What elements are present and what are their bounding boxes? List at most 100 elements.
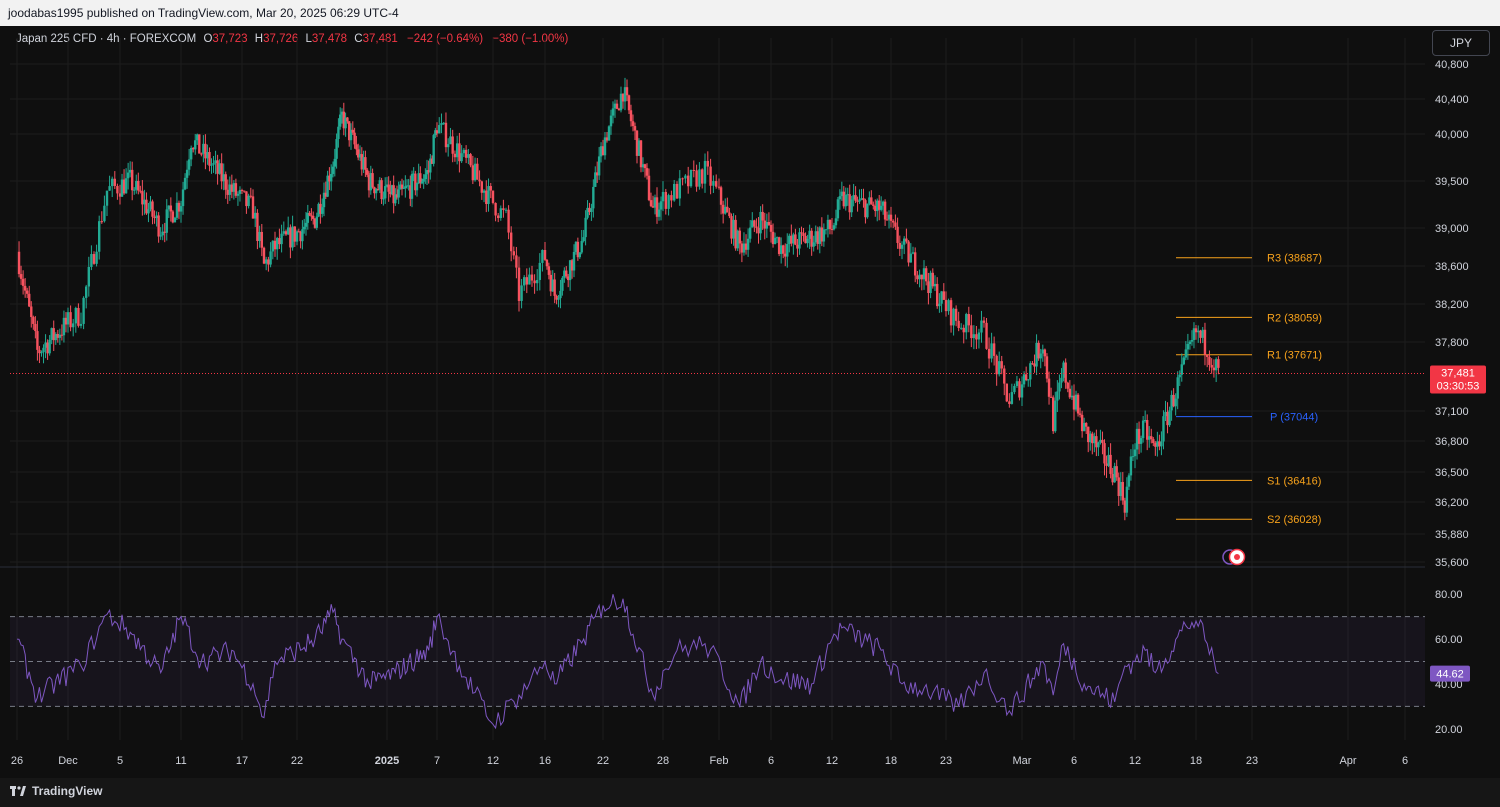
price-tick-label: 36,800 xyxy=(1435,436,1469,448)
candle-body xyxy=(1097,442,1100,448)
candle-body xyxy=(321,207,324,214)
candle-body xyxy=(860,198,863,200)
candle-body xyxy=(278,238,281,245)
candle-body xyxy=(183,177,187,190)
candle-body xyxy=(881,201,885,206)
candle-body xyxy=(719,187,723,205)
candle-body xyxy=(220,163,223,182)
candle-body xyxy=(200,153,203,155)
pivot-label-r3: R3 (38687) xyxy=(1267,253,1322,265)
candle-body xyxy=(559,290,562,299)
candle-body xyxy=(384,186,387,199)
candle-body xyxy=(605,137,609,141)
candle-body xyxy=(623,87,627,102)
candle-body xyxy=(633,126,637,131)
candle-body xyxy=(360,154,363,170)
candle-body xyxy=(1162,416,1165,442)
chart-canvas[interactable]: R3 (38687) R2 (38059) R1 (37671) P (37044) S… xyxy=(0,26,1500,778)
candle-body xyxy=(1022,374,1026,385)
change-value: −242 (−0.64%) xyxy=(406,33,484,45)
candle-body xyxy=(852,195,855,200)
candle-body xyxy=(698,169,701,187)
candle-body xyxy=(1031,363,1034,365)
candle-body xyxy=(366,169,369,175)
tradingview-logo[interactable]: TradingView xyxy=(10,784,102,798)
candle-body xyxy=(925,268,928,282)
candle-body xyxy=(287,227,290,235)
candle-body xyxy=(348,121,351,141)
candle-body xyxy=(181,189,185,207)
candle-body xyxy=(784,253,787,257)
candle-body xyxy=(777,237,781,255)
candle-body xyxy=(592,186,595,209)
candle-body xyxy=(322,192,326,208)
time-tick-label: 6 xyxy=(1402,755,1408,767)
candle-body xyxy=(990,343,993,359)
currency-button[interactable]: JPY xyxy=(1432,30,1490,56)
candle-body xyxy=(649,200,653,207)
candle-body xyxy=(1129,456,1133,476)
candle-body xyxy=(631,121,635,127)
low-label: L xyxy=(305,33,312,45)
time-tick-label: 22 xyxy=(291,755,303,767)
candle-body xyxy=(335,139,338,159)
time-tick-label: 23 xyxy=(1246,755,1258,767)
candle-body xyxy=(40,352,43,354)
candle-body xyxy=(1054,400,1057,432)
candle-body xyxy=(1152,439,1155,444)
candle-body xyxy=(32,317,35,324)
candle-body xyxy=(582,237,585,242)
candle-body xyxy=(1170,394,1173,411)
candle-body xyxy=(36,331,39,350)
candle-body xyxy=(689,169,693,187)
candle-body xyxy=(1020,384,1024,398)
time-tick-label: 6 xyxy=(768,755,774,767)
candle-body xyxy=(243,190,246,192)
candle-body xyxy=(706,160,709,167)
event-marker-icon xyxy=(1234,554,1240,560)
candle-body xyxy=(1206,354,1209,357)
candle-body xyxy=(126,172,130,179)
candle-body xyxy=(681,178,684,180)
candle-body xyxy=(701,169,704,184)
candle-body xyxy=(594,172,597,187)
candle-body xyxy=(617,108,621,111)
candle-body xyxy=(438,125,441,134)
candle-body xyxy=(1131,456,1135,458)
candle-body xyxy=(1000,361,1003,369)
candle-body xyxy=(280,233,283,245)
candle-body xyxy=(369,173,372,191)
candle-body xyxy=(1085,422,1088,427)
candle-body xyxy=(238,190,242,194)
rsi-band-fill xyxy=(10,616,1425,707)
candle-body xyxy=(603,137,607,156)
candle-body xyxy=(856,200,859,202)
candle-body xyxy=(133,189,136,191)
candle-body xyxy=(173,217,177,223)
candle-body xyxy=(116,185,119,194)
candle-body xyxy=(218,163,221,174)
time-tick-label: 11 xyxy=(175,755,186,767)
candle-body xyxy=(282,231,285,234)
candle-body xyxy=(794,234,797,245)
candle-body xyxy=(299,231,302,242)
change-value-2: −380 (−1.00%) xyxy=(492,33,569,45)
candle-body xyxy=(34,323,37,332)
time-tick-label: 12 xyxy=(487,755,499,767)
candle-body xyxy=(194,140,197,150)
candle-body xyxy=(1074,394,1078,410)
candle-body xyxy=(651,206,655,208)
time-tick-label: 2025 xyxy=(375,755,399,767)
candle-body xyxy=(103,205,106,222)
candle-body xyxy=(561,277,564,291)
candle-body xyxy=(898,242,901,249)
candle-body xyxy=(419,173,422,184)
candle-body xyxy=(947,300,950,312)
candle-body xyxy=(627,95,631,111)
time-tick-label: 12 xyxy=(1129,755,1141,767)
candle-body xyxy=(308,212,311,216)
candle-body xyxy=(216,160,219,174)
candle-body xyxy=(429,158,432,173)
candle-body xyxy=(120,179,124,197)
candle-body xyxy=(357,149,360,158)
